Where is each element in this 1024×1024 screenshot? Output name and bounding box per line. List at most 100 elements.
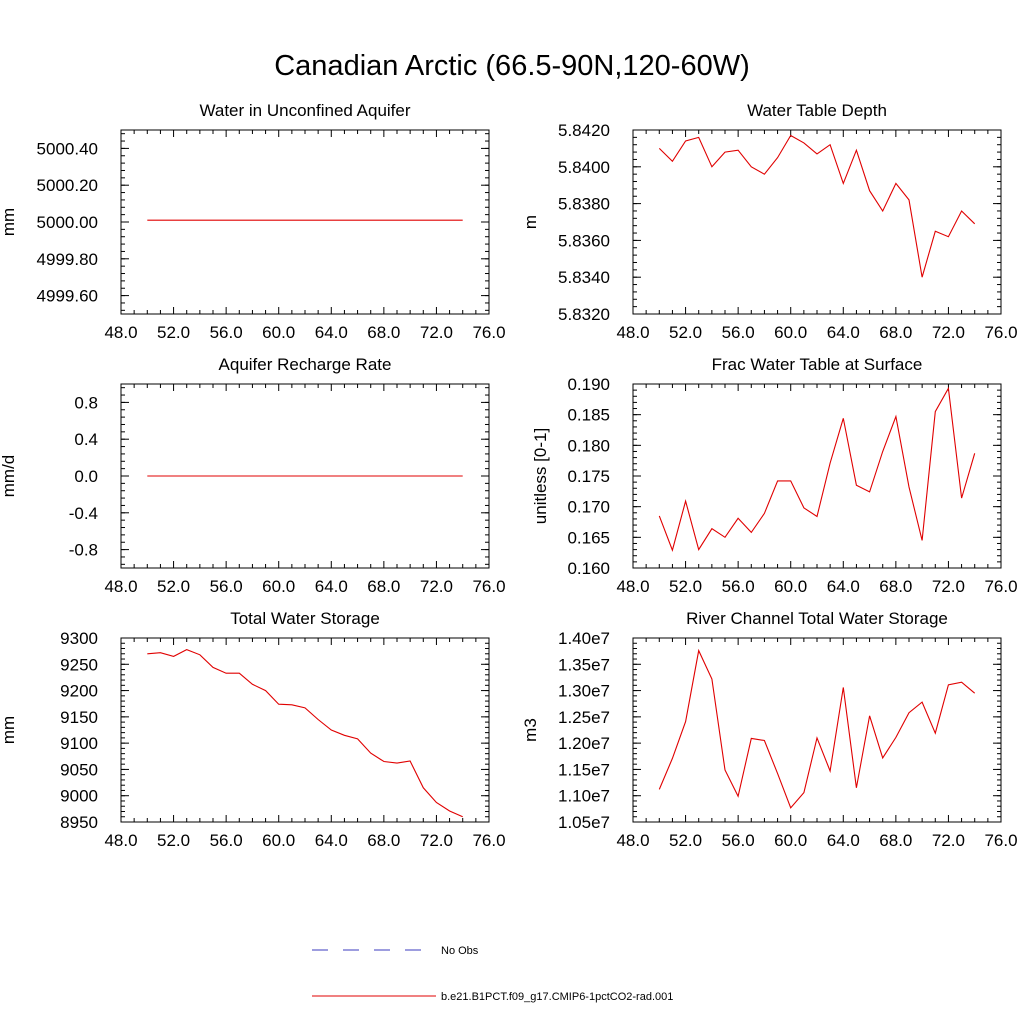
y-tick-label: -0.4 [69, 504, 98, 523]
x-tick-label: 68.0 [879, 577, 912, 596]
legend: No Obs b.e21.B1PCT.f09_g17.CMIP6-1pctCO2-… [312, 945, 673, 1003]
x-tick-label: 60.0 [262, 831, 295, 850]
y-tick-label: 5.8360 [558, 231, 610, 250]
x-tick-label: 68.0 [879, 323, 912, 342]
x-tick-label: 76.0 [984, 323, 1017, 342]
x-tick-label: 64.0 [827, 577, 860, 596]
x-tick-label: 48.0 [104, 577, 137, 596]
plot-frame [120, 129, 490, 315]
y-tick-label: 5.8420 [558, 121, 610, 140]
series-line [147, 648, 463, 818]
y-tick-label: 1.20e7 [558, 734, 610, 753]
y-tick-label: 1.40e7 [558, 629, 610, 648]
panel-title: Aquifer Recharge Rate [219, 355, 392, 374]
x-tick-label: 68.0 [367, 831, 400, 850]
y-tick-label: 5.8380 [558, 195, 610, 214]
y-tick-label: 0.180 [567, 436, 610, 455]
plot-frame [632, 637, 1002, 823]
y-tick-label: 0.165 [567, 528, 610, 547]
panel-title: Total Water Storage [230, 609, 380, 628]
y-tick-label: 0.0 [74, 467, 98, 486]
x-tick-label: 48.0 [616, 831, 649, 850]
panel-3: 48.0 52.0 56.0 60.0 64.0 68.0 72.0 76.0 -0.8 -0.4… [0, 355, 506, 596]
series-line [658, 648, 976, 809]
x-tick-label: 52.0 [157, 323, 190, 342]
x-tick-label: 68.0 [367, 323, 400, 342]
x-tick-label: 56.0 [722, 577, 755, 596]
x-tick-label: 76.0 [472, 831, 505, 850]
y-tick-label: 5000.20 [37, 176, 98, 195]
y-tick-label: 1.35e7 [558, 655, 610, 674]
x-tick-label: 64.0 [315, 323, 348, 342]
y-tick-label: 4999.60 [37, 287, 98, 306]
x-tick-label: 64.0 [315, 577, 348, 596]
panel-title: Frac Water Table at Surface [712, 355, 923, 374]
y-tick-label: 5000.00 [37, 213, 98, 232]
y-tick-label: -0.8 [69, 541, 98, 560]
x-tick-label: 56.0 [722, 323, 755, 342]
y-tick-label: 0.160 [567, 559, 610, 578]
y-axis-label: unitless [0-1] [531, 428, 550, 524]
x-tick-label: 52.0 [669, 577, 702, 596]
x-tick-label: 48.0 [616, 577, 649, 596]
x-tick-label: 60.0 [774, 577, 807, 596]
panel-5: 48.0 52.0 56.0 60.0 64.0 68.0 72.0 76.0 8950 9000… [0, 609, 506, 850]
x-tick-label: 76.0 [472, 323, 505, 342]
y-tick-label: 5000.40 [37, 139, 98, 158]
series-line [658, 134, 976, 278]
x-tick-label: 68.0 [879, 831, 912, 850]
plot-frame [632, 383, 1002, 569]
x-tick-label: 64.0 [315, 831, 348, 850]
panel-title: River Channel Total Water Storage [686, 609, 948, 628]
x-tick-label: 60.0 [262, 323, 295, 342]
panel-4: 48.0 52.0 56.0 60.0 64.0 68.0 72.0 76.0 0.160 0.1… [531, 355, 1018, 596]
y-tick-label: 9000 [60, 787, 98, 806]
x-tick-label: 76.0 [984, 831, 1017, 850]
y-tick-label: 4999.80 [37, 250, 98, 269]
y-axis-label: m3 [521, 718, 540, 742]
y-tick-label: 1.10e7 [558, 787, 610, 806]
x-tick-label: 60.0 [262, 577, 295, 596]
y-tick-label: 0.190 [567, 375, 610, 394]
y-tick-label: 9050 [60, 760, 98, 779]
y-tick-label: 0.4 [74, 430, 98, 449]
x-tick-label: 72.0 [932, 831, 965, 850]
y-tick-label: 9200 [60, 682, 98, 701]
y-tick-label: 5.8320 [558, 305, 610, 324]
x-tick-label: 56.0 [722, 831, 755, 850]
y-axis-label: mm [0, 716, 18, 744]
y-tick-label: 1.25e7 [558, 708, 610, 727]
x-tick-label: 68.0 [367, 577, 400, 596]
y-axis-label: mm [0, 208, 18, 236]
x-tick-label: 52.0 [669, 831, 702, 850]
x-tick-label: 56.0 [210, 831, 243, 850]
x-tick-label: 76.0 [472, 577, 505, 596]
y-axis-label: mm/d [0, 455, 18, 498]
y-axis-label: m [521, 215, 540, 229]
panel-2: 48.0 52.0 56.0 60.0 64.0 68.0 72.0 76.0 5.8320 5.… [521, 101, 1018, 342]
y-tick-label: 9250 [60, 655, 98, 674]
x-tick-label: 64.0 [827, 323, 860, 342]
x-tick-label: 72.0 [420, 831, 453, 850]
plot-frame [120, 637, 490, 823]
x-tick-label: 52.0 [157, 577, 190, 596]
y-tick-label: 5.8340 [558, 268, 610, 287]
series-line [658, 386, 976, 552]
panel-title: Water Table Depth [747, 101, 887, 120]
y-tick-label: 0.170 [567, 498, 610, 517]
y-tick-label: 8950 [60, 813, 98, 832]
x-tick-label: 72.0 [932, 577, 965, 596]
x-tick-label: 48.0 [616, 323, 649, 342]
panel-6: 48.0 52.0 56.0 60.0 64.0 68.0 72.0 76.0 1.05e7 1.… [521, 609, 1018, 850]
x-tick-label: 60.0 [774, 831, 807, 850]
y-tick-label: 1.05e7 [558, 813, 610, 832]
panel-1: 48.0 52.0 56.0 60.0 64.0 68.0 72.0 76.0 4999.60 4… [0, 101, 506, 342]
x-tick-label: 52.0 [157, 831, 190, 850]
y-tick-label: 0.175 [567, 467, 610, 486]
x-tick-label: 56.0 [210, 577, 243, 596]
plot-frame [632, 129, 1002, 315]
panel-title: Water in Unconfined Aquifer [199, 101, 410, 120]
x-tick-label: 48.0 [104, 831, 137, 850]
y-tick-label: 1.15e7 [558, 760, 610, 779]
